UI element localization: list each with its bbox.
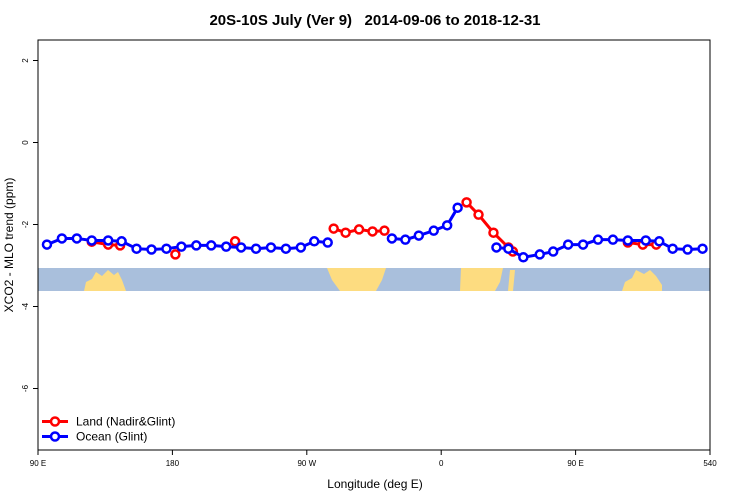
x-tick-label: 540 (703, 459, 717, 468)
data-point (577, 239, 589, 250)
data-point (534, 249, 546, 260)
x-tick-label: 90 E (30, 459, 46, 468)
data-point (205, 240, 217, 251)
legend-label: Land (Nadir&Glint) (76, 415, 175, 429)
data-point (102, 235, 114, 246)
chart-title: 20S-10S July (Ver 9) 2014-09-06 to 2018-… (209, 12, 540, 29)
data-point (547, 246, 559, 257)
x-tick-label: 0 (439, 459, 444, 468)
y-axis-label: XCO2 - MLO trend (ppm) (2, 178, 16, 313)
data-point (441, 220, 453, 231)
data-point (176, 241, 187, 252)
data-point (309, 236, 320, 247)
data-point (328, 223, 339, 234)
data-point (340, 227, 351, 238)
data-point (41, 239, 53, 250)
land-mask (38, 268, 710, 291)
data-point (400, 234, 411, 245)
land-shape (508, 270, 515, 291)
x-tick-label: 180 (166, 459, 180, 468)
x-tick-label: 90 W (297, 459, 316, 468)
data-point (131, 243, 142, 254)
data-point (592, 234, 604, 245)
data-point (653, 236, 665, 247)
data-point (250, 243, 262, 254)
data-point (116, 236, 127, 247)
y-tick-label: 2 (21, 58, 30, 63)
x-axis-label: Longitude (deg E) (327, 477, 422, 491)
data-point (386, 233, 398, 244)
plot-frame (37, 39, 711, 451)
land-shape (327, 268, 386, 291)
data-point (71, 233, 83, 244)
data-point (295, 242, 307, 253)
data-point (518, 252, 529, 263)
legend-marker (49, 416, 61, 427)
y-tick-label: 0 (21, 140, 30, 145)
data-point (235, 242, 247, 253)
data-point (322, 237, 333, 248)
data-point (667, 243, 678, 254)
data-point (229, 236, 241, 247)
data-point (280, 243, 292, 254)
data-point (428, 225, 439, 236)
y-tick-label: -2 (21, 220, 30, 228)
data-point (491, 242, 502, 253)
data-point (622, 235, 634, 246)
data-point (161, 243, 172, 254)
y-tick-label: -4 (21, 302, 30, 310)
data-point (379, 225, 390, 236)
data-point (473, 209, 484, 220)
land-shape (460, 268, 503, 291)
land-shape (84, 270, 126, 291)
x-tick-label: 90 E (567, 459, 583, 468)
data-point (146, 244, 157, 255)
data-point (607, 234, 619, 245)
data-point (452, 202, 463, 213)
data-point (353, 224, 365, 235)
data-point (413, 230, 425, 241)
y-tick-label: -6 (21, 384, 30, 392)
data-point (697, 243, 708, 254)
data-point (682, 244, 693, 255)
data-point (367, 226, 378, 237)
data-point (461, 197, 472, 208)
land-shape (622, 270, 662, 291)
data-point (191, 240, 202, 251)
legend-marker (49, 431, 61, 442)
legend-label: Ocean (Glint) (76, 430, 147, 444)
data-point (488, 227, 499, 238)
data-point (562, 239, 574, 250)
data-point (170, 249, 181, 260)
data-point (503, 243, 514, 254)
data-point (640, 235, 652, 246)
data-point (56, 233, 68, 244)
data-point (265, 242, 277, 253)
data-point (86, 235, 98, 246)
data-point (220, 241, 232, 252)
